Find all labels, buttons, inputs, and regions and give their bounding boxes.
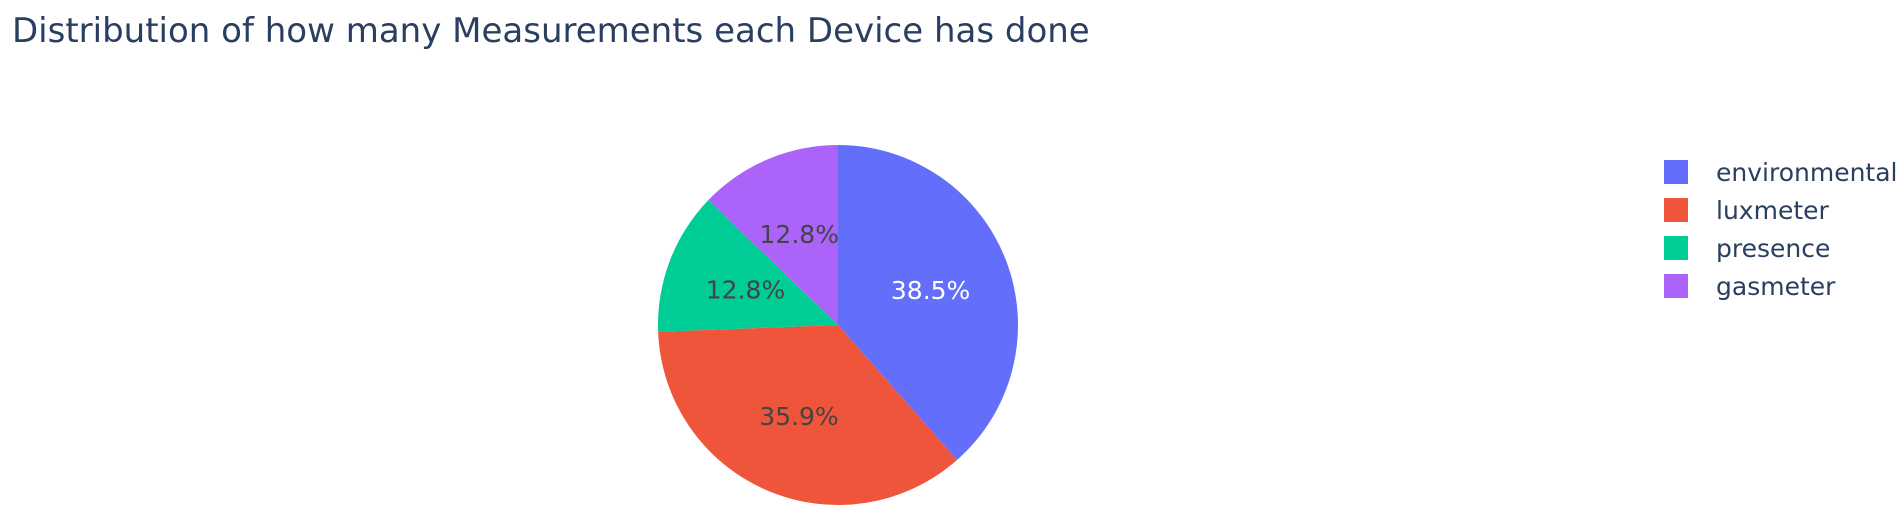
slice-label-luxmeter: 35.9% [759,402,838,431]
slice-label-gasmeter: 12.8% [760,220,839,249]
legend-item-presence[interactable]: presence [1664,234,1830,263]
legend-item-gasmeter[interactable]: gasmeter [1664,272,1836,301]
legend: environmental luxmeter presence gasmeter [1664,158,1897,301]
legend-label: presence [1716,234,1830,263]
slice-labels: 38.5% 35.9% 12.8% 12.8% [706,220,971,431]
legend-swatch [1664,236,1688,260]
legend-swatch [1664,274,1688,298]
pie-slice-presence[interactable] [658,200,838,332]
legend-swatch [1664,198,1688,222]
legend-label: environmental [1716,158,1897,187]
legend-item-luxmeter[interactable]: luxmeter [1664,196,1830,225]
chart-title: Distribution of how many Measurements ea… [12,11,1090,51]
slice-label-environmental: 38.5% [891,276,970,305]
pie-slice-gasmeter[interactable] [708,145,838,325]
pie-slices [658,145,1018,505]
legend-label: luxmeter [1716,196,1830,225]
legend-label: gasmeter [1716,272,1836,301]
slice-label-presence: 12.8% [706,276,785,305]
pie-slice-luxmeter[interactable] [658,325,958,505]
pie-slice-environmental[interactable] [838,145,1018,461]
legend-item-environmental[interactable]: environmental [1664,158,1897,187]
legend-swatch [1664,160,1688,184]
